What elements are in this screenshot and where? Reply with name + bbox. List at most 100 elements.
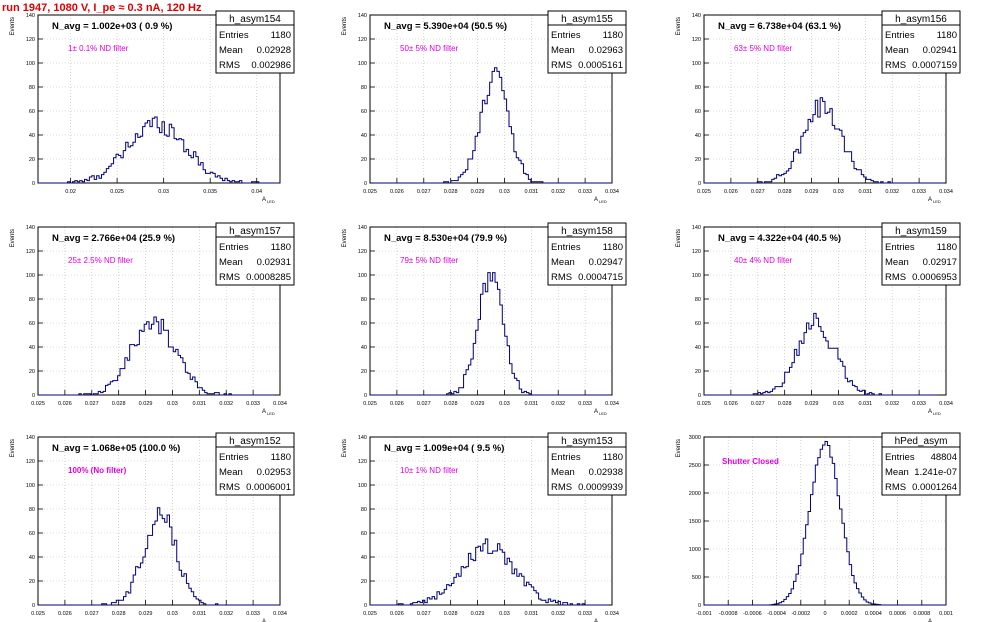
stats-label: RMS [219,60,240,71]
stats-label: RMS [551,482,572,493]
y-tick-label: 140 [358,13,367,19]
y-tick-label: 0 [32,603,35,609]
y-tick-label: 40 [29,555,35,561]
x-tick-label: 0.033 [578,189,592,195]
stats-hist-name: h_asym152 [229,436,281,447]
y-tick-label: 0 [364,603,367,609]
y-tick-label: 1000 [689,547,701,553]
x-tick-label: 0.032 [885,189,899,195]
histogram-series [38,316,275,396]
x-tick-label: 0.026 [724,401,738,407]
stats-value: 1180 [271,30,291,41]
filter-label: 63± 5% ND filter [734,44,793,53]
x-tick-label: 0.034 [605,611,619,617]
navg-label: N_avg = 1.002e+03 ( 0.9 %) [52,21,172,32]
y-tick-label: 20 [29,369,35,375]
x-tick-label: 0.04 [251,189,262,195]
x-axis-label-subscript: LED [933,199,941,204]
x-tick-label: 0.025 [110,189,124,195]
navg-label: N_avg = 6.738e+04 (63.1 %) [718,21,841,32]
x-tick-label: 0.031 [858,401,872,407]
y-tick-label: 60 [695,109,701,115]
y-tick-label: 20 [361,157,367,163]
y-tick-label: 140 [692,13,701,19]
navg-label: N_avg = 2.766e+04 (25.9 %) [52,233,175,244]
x-tick-label: 0.028 [778,189,792,195]
stats-value: 0.0001264 [912,482,957,493]
stats-label: Mean [885,257,909,268]
y-axis-label: Events [10,439,16,457]
histogram-series [704,97,944,184]
plot-frame [703,14,947,184]
y-tick-label: 100 [26,61,35,67]
x-tick-label: 0.028 [444,401,458,407]
stats-value: 1180 [603,242,623,253]
x-tick-label: 0.027 [417,611,431,617]
navg-label: N_avg = 4.322e+04 (40.5 %) [718,233,841,244]
histogram-series [704,440,946,606]
x-tick-label: 0.029 [805,189,819,195]
stats-box [547,10,627,74]
navg-label: N_avg = 5.390e+04 (50.5 %) [384,21,507,32]
stats-value: 1180 [937,30,957,41]
x-tick-label: 0.032 [551,189,565,195]
filter-label: 25± 2.5% ND filter [68,256,133,265]
x-tick-label: 0.029 [139,401,153,407]
x-tick-label: 0.033 [246,611,260,617]
x-axis-label: A [928,619,932,622]
x-tick-label: 0.029 [471,189,485,195]
x-tick-label: 0.026 [724,189,738,195]
y-tick-label: 80 [29,507,35,513]
x-tick-label: 0.025 [363,189,377,195]
y-tick-label: 140 [26,225,35,231]
x-tick-label: 0.026 [58,611,72,617]
stats-label: Mean [885,45,909,56]
y-tick-label: 1500 [689,519,701,525]
plot-frame [369,14,613,184]
y-tick-label: 2000 [689,491,701,497]
histogram-panel-hPed_asym: -0.001 -0.0008 -0.0006 -0.0004 -0.0002 0 0.000… [676,432,961,622]
x-tick-label: 0.028 [444,189,458,195]
y-tick-label: 120 [692,37,701,43]
stats-box [547,432,627,496]
x-tick-label: 0.029 [805,401,819,407]
x-tick-label: 0.033 [578,611,592,617]
stats-box [215,432,295,496]
filter-label: 1± 0.1% ND filter [68,44,129,53]
y-tick-label: 60 [361,531,367,537]
y-tick-label: 40 [29,133,35,139]
x-tick-label: 0.03 [833,401,844,407]
stats-box [215,222,295,286]
stats-hist-name: h_asym156 [895,14,947,25]
stats-hist-name: hPed_asym [895,436,948,447]
y-axis-label: Events [10,17,16,35]
x-tick-label: 0.02 [65,189,76,195]
y-tick-label: 0 [364,393,367,399]
stats-label: Entries [219,452,249,463]
y-tick-label: 60 [695,321,701,327]
x-tick-label: 0.028 [778,401,792,407]
x-tick-label: 0.0006 [889,611,906,617]
x-tick-label: 0.026 [390,189,404,195]
stats-label: Mean [219,45,243,56]
x-tick-label: 0.031 [524,401,538,407]
y-tick-label: 60 [361,321,367,327]
plot-frame [37,14,281,184]
y-tick-label: 80 [29,85,35,91]
y-tick-label: 40 [361,133,367,139]
x-axis-label: A [594,197,598,203]
y-tick-label: 20 [695,157,701,163]
x-tick-label: 0.031 [524,189,538,195]
stats-label: Mean [219,257,243,268]
histogram-panel-h_asym152: 0.025 0.026 0.027 0.028 0.029 0.03 0.031 0.032 0… [10,432,295,622]
plot-frame [369,226,613,396]
x-tick-label: 0.028 [444,611,458,617]
stats-label: RMS [219,482,240,493]
x-tick-label: 0.035 [203,189,217,195]
y-tick-label: 2500 [689,463,701,469]
stats-box [881,222,961,286]
histogram-panel-h_asym155: 0.025 0.026 0.027 0.028 0.029 0.03 0.031 0.032 0… [342,10,627,204]
x-tick-label: 0.029 [139,611,153,617]
stats-label: Entries [551,452,581,463]
x-axis-label: A [928,197,932,203]
